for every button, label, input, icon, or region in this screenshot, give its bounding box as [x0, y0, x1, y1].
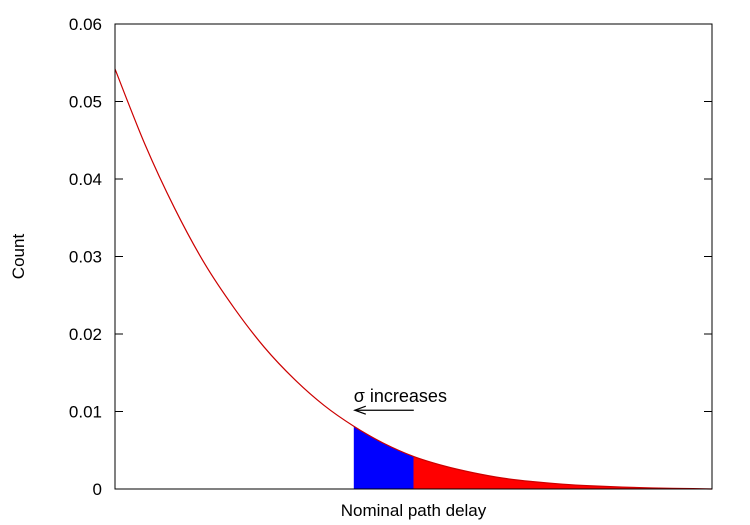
x-axis-label: Nominal path delay [341, 501, 487, 520]
y-axis-ticks: 0 0.01 0.02 0.03 0.04 0.05 0.06 [69, 15, 712, 499]
y-axis-label: Count [9, 234, 28, 280]
series-curve [114, 68, 713, 490]
shaded-regions [353, 426, 712, 489]
plot-frame [114, 23, 713, 490]
shaded-region-2 [413, 456, 712, 489]
y-tick-label: 0.03 [69, 248, 102, 267]
y-tick-label: 0.01 [69, 403, 102, 422]
y-tick-label: 0.05 [69, 93, 102, 112]
annotation-arrow-head [353, 405, 367, 415]
annotation: σ increases [353, 386, 447, 415]
annotation-text: σ increases [354, 386, 447, 406]
y-tick-label: 0.04 [69, 170, 102, 189]
y-tick-label: 0.06 [69, 15, 102, 34]
y-tick-label: 0.02 [69, 325, 102, 344]
y-tick-label: 0 [93, 480, 102, 499]
shaded-region-1 [353, 426, 414, 489]
